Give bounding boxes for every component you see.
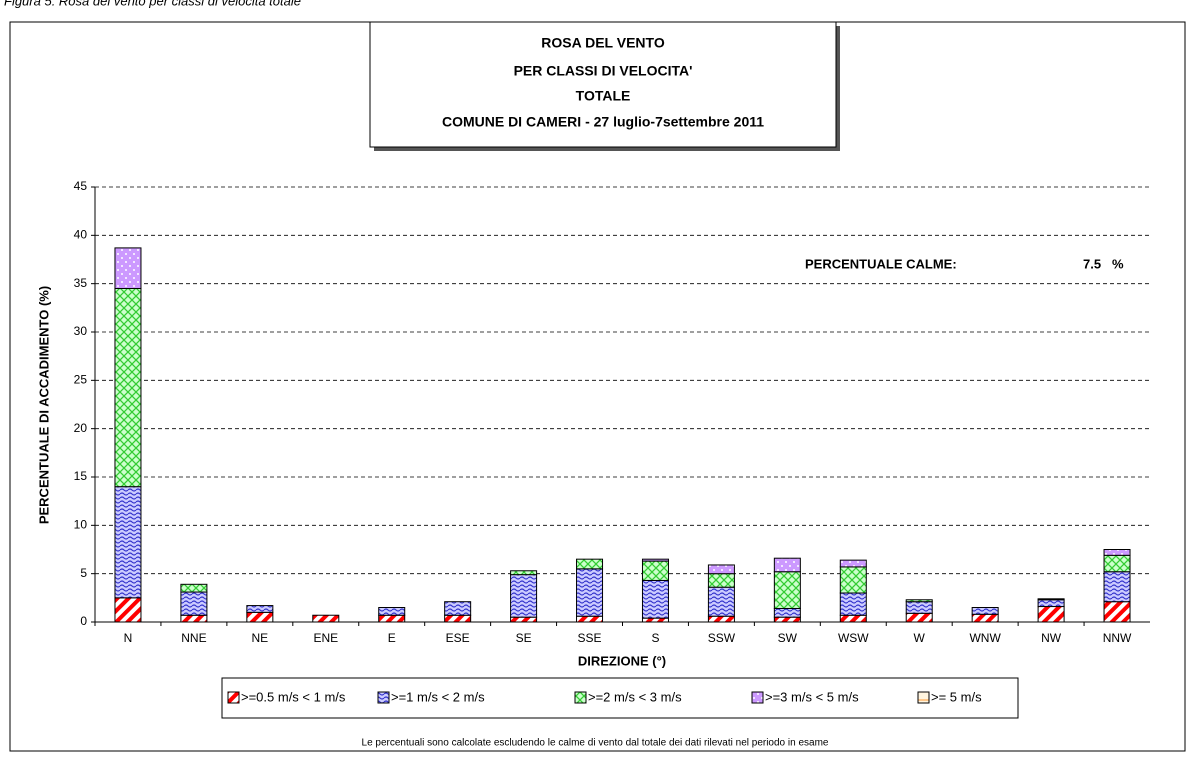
legend-label: >= 5 m/s [931, 689, 982, 704]
annotation-value: 7.5 [1083, 256, 1101, 271]
bar-segment [1037, 598, 1065, 601]
caption: Figura 5: Rosa del vento per classi di v… [4, 0, 301, 8]
bar-segment [1103, 601, 1131, 623]
x-axis-label: DIREZIONE (°) [578, 653, 666, 668]
y-tick-label: 0 [80, 614, 87, 628]
x-tick-label: NNE [181, 631, 206, 645]
bar-segment [114, 247, 142, 289]
x-tick-label: W [914, 631, 926, 645]
bar-segment [1103, 554, 1131, 573]
x-tick-label: NW [1041, 631, 1062, 645]
bar-segment [1037, 606, 1065, 623]
bar-segment [576, 568, 604, 617]
bar-segment [180, 614, 208, 623]
bar-segment [905, 601, 933, 614]
bar-segment [971, 613, 999, 623]
chart-title: ROSA DEL VENTO [541, 35, 665, 51]
annotation-label: PERCENTUALE CALME: [805, 256, 957, 271]
bar-segment [773, 557, 801, 573]
x-tick-label: ENE [313, 631, 338, 645]
legend-swatch [751, 691, 764, 704]
bar-segment [641, 558, 669, 562]
x-tick-label: WNW [969, 631, 1001, 645]
bar-segment [641, 579, 669, 619]
bar-segment [180, 591, 208, 616]
bar-segment [576, 558, 604, 570]
bar-segment [312, 614, 340, 623]
legend-label: >=3 m/s < 5 m/s [765, 689, 859, 704]
y-tick-label: 45 [74, 179, 88, 193]
y-tick-label: 20 [74, 421, 88, 435]
bar-segment [246, 605, 274, 613]
legend-swatch [917, 691, 930, 704]
legend-label: >=0.5 m/s < 1 m/s [241, 689, 346, 704]
x-tick-label: NNW [1103, 631, 1132, 645]
x-tick-label: ESE [446, 631, 470, 645]
bar-segment [1103, 549, 1131, 556]
bar-segment [839, 614, 867, 623]
footnote: Le percentuali sono calcolate escludendo… [362, 738, 829, 749]
x-tick-label: SSE [578, 631, 602, 645]
legend-label: >=1 m/s < 2 m/s [391, 689, 485, 704]
y-tick-label: 35 [74, 276, 88, 290]
x-tick-label: S [651, 631, 659, 645]
bar-segment [378, 607, 406, 616]
bar-segment [378, 614, 406, 623]
bar-segment [114, 288, 142, 488]
x-tick-label: NE [252, 631, 269, 645]
bar-segment [905, 599, 933, 603]
bar-segment [707, 586, 735, 617]
y-tick-label: 15 [74, 469, 88, 483]
x-tick-label: WSW [838, 631, 869, 645]
x-tick-label: SE [516, 631, 532, 645]
y-tick-label: 10 [74, 518, 88, 532]
y-tick-label: 40 [74, 228, 88, 242]
x-tick-label: N [124, 631, 133, 645]
title-box [369, 21, 837, 148]
bar-segment [773, 616, 801, 623]
bar-segment [839, 559, 867, 568]
legend-box [221, 677, 1019, 719]
x-tick-label: SSW [708, 631, 736, 645]
bar-segment [576, 615, 604, 623]
bar-segment [971, 607, 999, 615]
x-tick-label: SW [778, 631, 798, 645]
bar-segment [707, 573, 735, 588]
bar-segment [444, 601, 472, 616]
bar-segment [641, 560, 669, 581]
chart-title: PER CLASSI DI VELOCITA' [514, 63, 693, 79]
bar-segment [510, 574, 538, 618]
y-tick-label: 30 [74, 324, 88, 338]
bar-segment [773, 571, 801, 609]
bar-segment [839, 592, 867, 616]
bar-segment [641, 617, 669, 623]
bar-segment [114, 486, 142, 599]
bar-segment [905, 612, 933, 623]
bar-segment [180, 583, 208, 593]
bar-segment [707, 615, 735, 623]
chart-title: TOTALE [576, 88, 631, 104]
legend-swatch [574, 691, 587, 704]
bar-segment [510, 570, 538, 576]
bar-segment [1037, 599, 1065, 608]
bar-segment [510, 616, 538, 623]
annotation-unit: % [1112, 256, 1124, 271]
bar-segment [114, 597, 142, 623]
chart-title: COMUNE DI CAMERI - 27 luglio-7settembre … [442, 114, 764, 130]
legend-swatch [377, 691, 390, 704]
bar-segment [839, 566, 867, 594]
y-tick-label: 25 [74, 373, 88, 387]
legend-label: >=2 m/s < 3 m/s [588, 689, 682, 704]
bar-segment [444, 614, 472, 623]
y-axis-label: PERCENTUALE DI ACCADIMENTO (%) [36, 286, 51, 524]
bar-segment [1103, 571, 1131, 603]
y-tick-label: 5 [80, 566, 87, 580]
x-tick-label: E [388, 631, 396, 645]
bar-segment [246, 611, 274, 623]
bar-segment [707, 564, 735, 575]
bar-segment [773, 607, 801, 618]
legend-swatch [227, 691, 240, 704]
